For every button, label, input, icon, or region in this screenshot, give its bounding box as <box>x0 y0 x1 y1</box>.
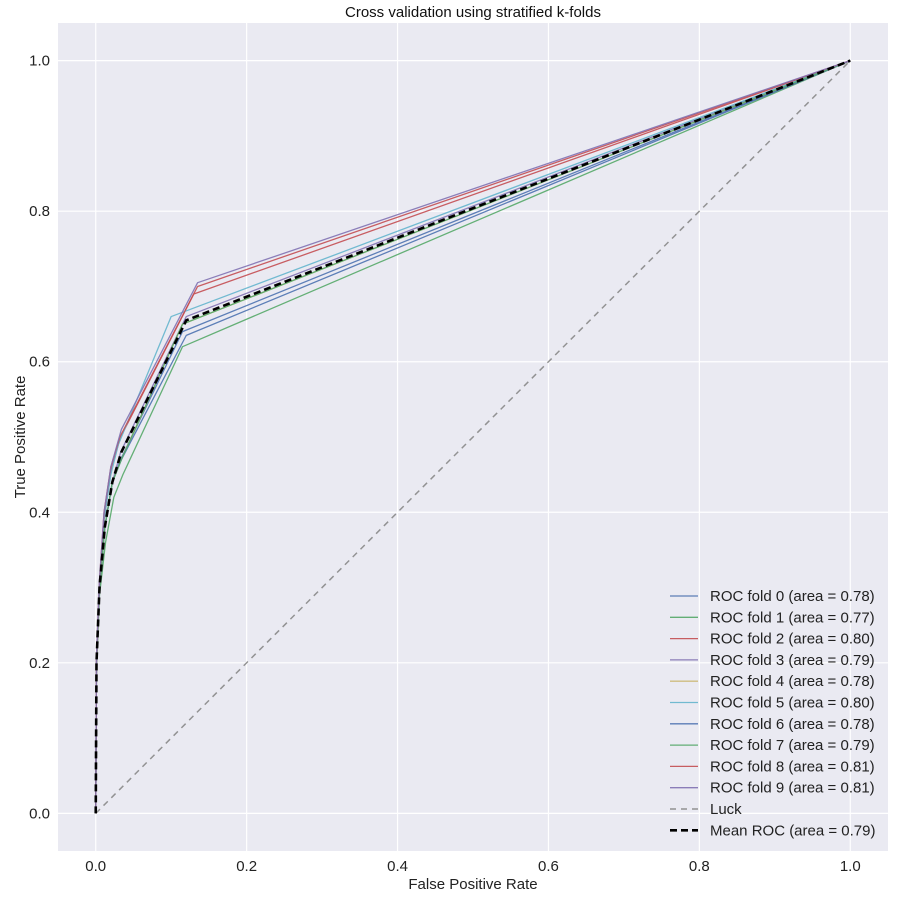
legend-item-2: ROC fold 2 (area = 0.80) <box>670 631 875 648</box>
legend-label: ROC fold 0 (area = 0.78) <box>710 588 875 605</box>
series-line-10 <box>95 60 851 814</box>
legend-label: ROC fold 5 (area = 0.80) <box>710 695 875 712</box>
legend-item-4: ROC fold 4 (area = 0.78) <box>670 673 875 690</box>
x-tick-label: 0.2 <box>236 858 257 875</box>
legend-label: ROC fold 6 (area = 0.78) <box>710 716 875 733</box>
x-tick-label: 0.0 <box>85 858 106 875</box>
y-tick-label: 1.0 <box>29 53 50 70</box>
grid-layer <box>58 23 888 851</box>
legend-item-9: ROC fold 9 (area = 0.81) <box>670 780 875 797</box>
y-tick-label: 0.2 <box>29 655 50 672</box>
legend-label: Luck <box>710 801 742 818</box>
y-tick-label: 0.0 <box>29 805 50 822</box>
legend-label: Mean ROC (area = 0.79) <box>710 822 876 839</box>
y-tick-label: 0.8 <box>29 203 50 220</box>
x-tick-label: 1.0 <box>840 858 861 875</box>
legend-item-5: ROC fold 5 (area = 0.80) <box>670 695 875 712</box>
legend-item-11: Mean ROC (area = 0.79) <box>670 822 876 839</box>
x-tick-label: 0.4 <box>387 858 408 875</box>
legend-item-0: ROC fold 0 (area = 0.78) <box>670 588 875 605</box>
x-axis-title: False Positive Rate <box>408 876 537 893</box>
legend-label: ROC fold 8 (area = 0.81) <box>710 758 875 775</box>
legend-item-8: ROC fold 8 (area = 0.81) <box>670 758 875 775</box>
chart-title: Cross validation using stratified k-fold… <box>345 4 601 21</box>
legend-label: ROC fold 3 (area = 0.79) <box>710 652 875 669</box>
legend-label: ROC fold 2 (area = 0.80) <box>710 631 875 648</box>
x-tick-label: 0.6 <box>538 858 559 875</box>
legend-label: ROC fold 7 (area = 0.79) <box>710 737 875 754</box>
y-axis-title: True Positive Rate <box>12 376 29 499</box>
y-tick-label: 0.4 <box>29 504 50 521</box>
series-layer <box>94 59 851 814</box>
legend-item-10: Luck <box>670 801 742 818</box>
legend: ROC fold 0 (area = 0.78) ROC fold 1 (area… <box>670 588 876 839</box>
legend-item-7: ROC fold 7 (area = 0.79) <box>670 737 875 754</box>
legend-item-1: ROC fold 1 (area = 0.77) <box>670 609 875 626</box>
ticks-layer: 0.0 0.2 0.4 0.6 0.8 1.0 0.0 0.2 0.4 0.6 0.8 1.0 <box>29 53 861 875</box>
legend-label: ROC fold 1 (area = 0.77) <box>710 609 875 626</box>
legend-item-3: ROC fold 3 (area = 0.79) <box>670 652 875 669</box>
legend-item-6: ROC fold 6 (area = 0.78) <box>670 716 875 733</box>
y-tick-label: 0.6 <box>29 354 50 371</box>
x-tick-label: 0.8 <box>689 858 710 875</box>
legend-label: ROC fold 4 (area = 0.78) <box>710 673 875 690</box>
legend-label: ROC fold 9 (area = 0.81) <box>710 780 875 797</box>
series-line-11 <box>94 59 851 814</box>
